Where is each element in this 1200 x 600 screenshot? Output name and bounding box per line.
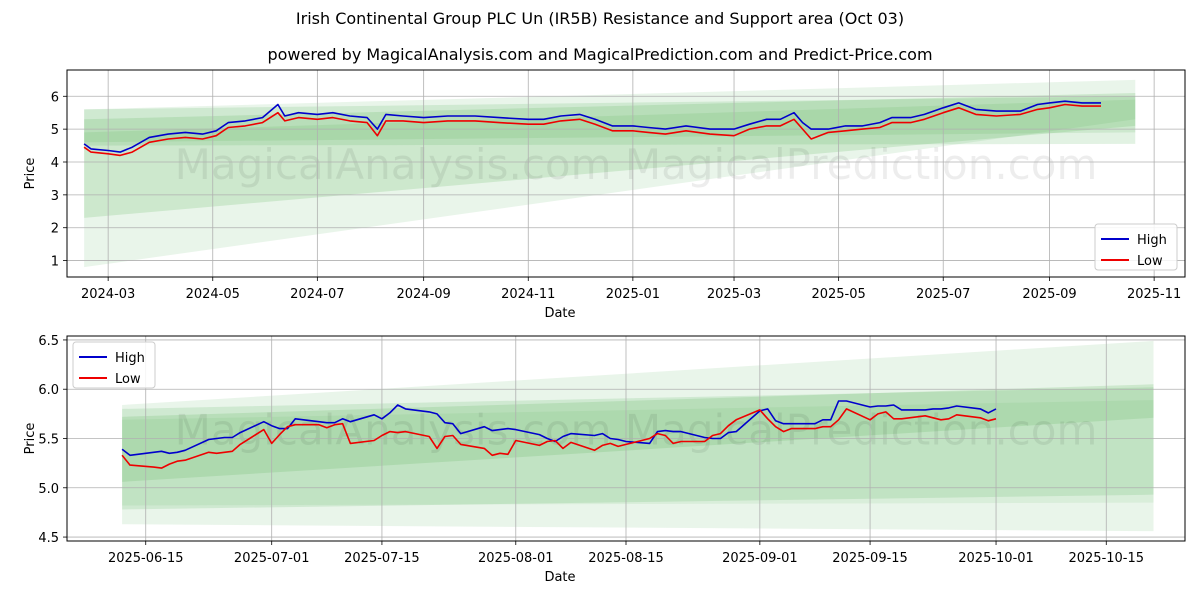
series-group (121, 400, 997, 469)
y-tick-label: 4.5 (38, 531, 59, 546)
chart-panel-2: MagicalAnalysis.com MagicalPrediction.co… (23, 334, 1186, 585)
y-tick-label: 5.5 (38, 433, 59, 448)
support-resistance-band (122, 384, 1154, 482)
y-tick-label: 2 (51, 222, 59, 237)
band-group (122, 340, 1154, 532)
x-tick-label: 2025-07-01 (234, 551, 310, 566)
x-tick-label: 2024-07 (290, 287, 344, 302)
support-resistance-band (122, 340, 1154, 532)
y-tick-label: 3 (51, 189, 59, 204)
y-tick-label: 6.5 (38, 334, 59, 349)
x-tick-label: 2025-06-15 (108, 551, 184, 566)
y-tick-label: 5 (51, 123, 59, 138)
x-tick-label: 2025-10-01 (958, 551, 1034, 566)
y-axis-label: Price (23, 158, 38, 190)
x-axis-label: Date (544, 570, 575, 585)
legend: High Low (1094, 223, 1178, 271)
x-tick-label: 2025-08-15 (588, 551, 664, 566)
support-resistance-band (122, 400, 1154, 506)
legend-label-low: Low (115, 372, 141, 387)
watermark: MagicalAnalysis.com MagicalPrediction.co… (175, 405, 1098, 454)
legend: High Low (72, 341, 156, 389)
support-resistance-band (84, 79, 1136, 268)
axes-frame (66, 335, 1186, 542)
series-line-high (83, 100, 1101, 153)
x-tick-label: 2024-09 (396, 287, 450, 302)
watermark: MagicalAnalysis.com MagicalPrediction.co… (175, 140, 1098, 189)
series-line-low (121, 408, 997, 469)
y-tick-label: 6 (51, 90, 59, 105)
y-tick-label: 6.0 (38, 383, 59, 398)
chart-panel-1: MagicalAnalysis.com MagicalPrediction.co… (23, 69, 1186, 321)
chart-title: Irish Continental Group PLC Un (IR5B) Re… (295, 9, 905, 28)
x-tick-label: 2025-09-15 (832, 551, 908, 566)
x-tick-label: 2024-03 (81, 287, 135, 302)
legend-label-high: High (115, 351, 145, 366)
x-tick-label: 2024-11 (501, 287, 555, 302)
x-tick-label: 2025-05 (811, 287, 865, 302)
y-tick-label: 5.0 (38, 482, 59, 497)
legend-label-low: Low (1137, 254, 1163, 269)
x-tick-label: 2024-05 (186, 287, 240, 302)
x-axis-label: Date (544, 306, 575, 321)
x-tick-label: 2025-03 (707, 287, 761, 302)
legend-label-high: High (1137, 233, 1167, 248)
x-tick-label: 2025-01 (606, 287, 660, 302)
support-resistance-band (84, 96, 1136, 146)
series-group (83, 100, 1101, 157)
x-tick-label: 2025-09 (1022, 287, 1076, 302)
y-tick-label: 4 (51, 156, 59, 171)
x-tick-label: 2025-08-01 (478, 551, 554, 566)
x-tick-label: 2025-10-15 (1068, 551, 1144, 566)
x-tick-label: 2025-11 (1127, 287, 1181, 302)
axes-frame (66, 69, 1186, 278)
legend-box (72, 341, 156, 389)
legend-box (1094, 223, 1178, 271)
chart-subtitle: powered by MagicalAnalysis.com and Magic… (267, 45, 933, 64)
y-tick-label: 1 (51, 255, 59, 270)
support-resistance-band (84, 99, 1136, 143)
x-tick-label: 2025-09-01 (722, 551, 798, 566)
series-line-low (83, 103, 1101, 157)
x-tick-label: 2025-07 (916, 287, 970, 302)
y-axis-label: Price (23, 423, 38, 455)
series-line-high (121, 400, 997, 457)
x-tick-label: 2025-07-15 (344, 551, 420, 566)
